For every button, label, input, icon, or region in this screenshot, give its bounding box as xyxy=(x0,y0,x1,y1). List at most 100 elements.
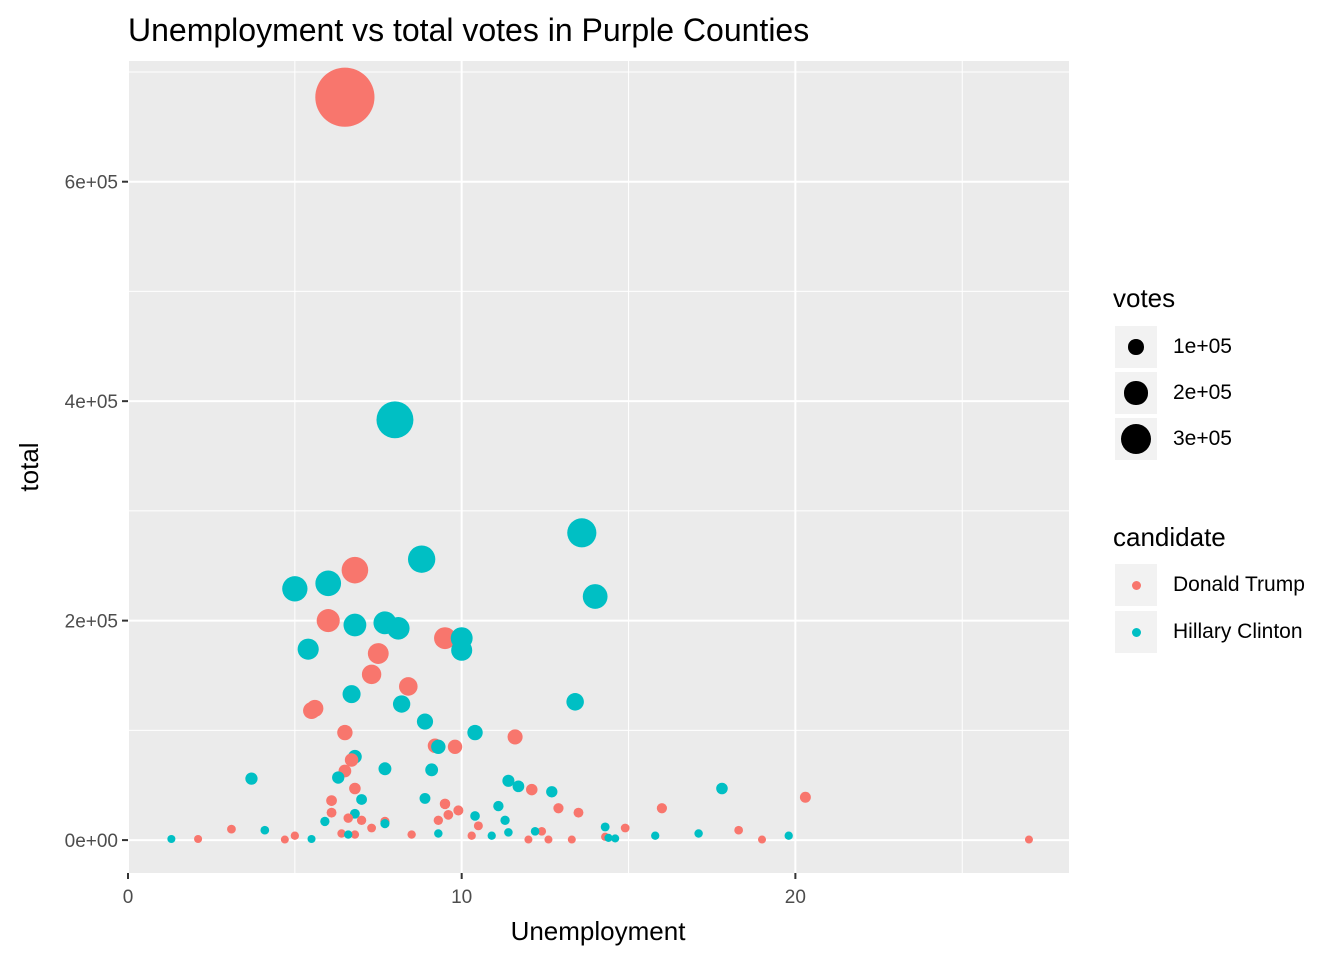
color-legend-title: candidate xyxy=(1113,522,1226,552)
data-point-donald-trump xyxy=(399,677,418,696)
data-point-donald-trump xyxy=(553,803,564,814)
data-point-donald-trump xyxy=(367,643,389,664)
data-point-donald-trump xyxy=(361,664,382,685)
data-point-hillary-clinton xyxy=(297,638,319,660)
data-point-donald-trump xyxy=(439,798,451,810)
x-axis-title: Unemployment xyxy=(511,916,687,946)
data-point-donald-trump xyxy=(341,556,369,584)
data-point-donald-trump xyxy=(537,827,547,836)
color-legend-dot xyxy=(1131,580,1141,590)
data-point-donald-trump xyxy=(326,807,337,818)
data-point-donald-trump xyxy=(447,739,463,755)
minor-gridlines xyxy=(128,61,1069,873)
data-point-hillary-clinton xyxy=(600,822,610,832)
data-point-donald-trump xyxy=(344,753,359,767)
data-point-donald-trump xyxy=(526,783,538,796)
data-point-hillary-clinton xyxy=(604,833,613,842)
data-point-hillary-clinton xyxy=(611,834,620,843)
x-tick-label: 0 xyxy=(123,887,134,908)
data-point-donald-trump xyxy=(443,809,454,820)
data-point-donald-trump xyxy=(407,830,416,839)
color-legend-key xyxy=(1115,564,1157,606)
data-point-hillary-clinton xyxy=(567,518,597,548)
y-tick-label: 6e+05 xyxy=(65,173,118,194)
data-point-donald-trump xyxy=(467,831,476,840)
data-point-donald-trump xyxy=(227,824,236,834)
data-point-donald-trump xyxy=(356,815,367,826)
y-axis-title: total xyxy=(14,442,44,491)
data-point-donald-trump xyxy=(337,724,353,741)
x-tick-label: 10 xyxy=(451,887,472,908)
data-point-hillary-clinton xyxy=(470,811,480,821)
data-point-hillary-clinton xyxy=(504,828,513,837)
data-point-hillary-clinton xyxy=(343,613,367,637)
data-point-hillary-clinton xyxy=(451,639,473,661)
data-point-hillary-clinton xyxy=(419,792,431,804)
data-point-donald-trump xyxy=(315,67,375,127)
x-tick-label: 20 xyxy=(785,887,806,908)
data-point-donald-trump xyxy=(453,805,464,816)
plot-panel xyxy=(128,61,1069,873)
data-point-hillary-clinton xyxy=(332,771,345,784)
data-point-hillary-clinton xyxy=(434,829,443,838)
color-legend-key xyxy=(1115,611,1157,653)
data-point-hillary-clinton xyxy=(344,830,353,839)
data-point-hillary-clinton xyxy=(386,617,410,640)
data-point-hillary-clinton xyxy=(651,831,660,840)
data-point-donald-trump xyxy=(734,825,743,835)
size-legend-label: 2e+05 xyxy=(1173,381,1232,404)
data-point-hillary-clinton xyxy=(342,685,361,704)
data-point-hillary-clinton xyxy=(467,724,483,741)
data-point-hillary-clinton xyxy=(245,772,258,785)
color-legend-label: Hillary Clinton xyxy=(1173,620,1303,643)
data-point-donald-trump xyxy=(349,782,361,795)
data-point-hillary-clinton xyxy=(425,763,439,777)
data-point-donald-trump xyxy=(434,627,456,650)
y-tick-label: 0e+00 xyxy=(65,831,118,852)
data-point-hillary-clinton xyxy=(493,800,504,812)
data-point-donald-trump xyxy=(367,823,377,833)
data-point-donald-trump xyxy=(524,835,533,844)
y-tick-label: 2e+05 xyxy=(65,612,118,633)
data-point-hillary-clinton xyxy=(566,693,584,711)
size-legend-key xyxy=(1115,326,1157,368)
data-point-hillary-clinton xyxy=(416,713,434,730)
data-point-hillary-clinton xyxy=(582,584,608,609)
data-point-hillary-clinton xyxy=(378,762,392,776)
data-point-hillary-clinton xyxy=(407,545,436,573)
data-point-donald-trump xyxy=(290,831,299,840)
data-point-hillary-clinton xyxy=(487,831,496,840)
data-point-donald-trump xyxy=(350,830,360,839)
data-points xyxy=(167,67,1033,844)
size-legend-label: 3e+05 xyxy=(1173,427,1232,450)
axes: 0 10 20 0e+00 2e+05 4e+05 6e+05 xyxy=(65,173,806,908)
data-point-donald-trump xyxy=(326,795,337,806)
data-point-hillary-clinton xyxy=(694,829,703,838)
data-point-hillary-clinton xyxy=(530,827,540,836)
data-point-donald-trump xyxy=(316,609,340,633)
color-legend-label: Donald Trump xyxy=(1173,573,1305,596)
data-point-donald-trump xyxy=(194,834,203,844)
data-point-donald-trump xyxy=(337,829,346,838)
data-point-hillary-clinton xyxy=(392,695,411,713)
data-point-hillary-clinton xyxy=(500,815,510,826)
data-point-donald-trump xyxy=(567,835,576,844)
data-point-donald-trump xyxy=(620,823,630,833)
data-point-donald-trump xyxy=(433,815,444,826)
data-point-hillary-clinton xyxy=(307,834,316,844)
data-point-donald-trump xyxy=(343,813,353,823)
size-legend-title: votes xyxy=(1113,283,1176,313)
data-point-hillary-clinton xyxy=(431,739,446,755)
data-point-hillary-clinton xyxy=(376,401,414,439)
data-point-hillary-clinton xyxy=(716,782,728,795)
size-legend-dot xyxy=(1124,381,1148,405)
chart-title: Unemployment vs total votes in Purple Co… xyxy=(128,12,810,48)
size-legend-key xyxy=(1115,372,1157,414)
size-legend-key xyxy=(1115,418,1157,460)
data-point-hillary-clinton xyxy=(546,786,558,798)
color-legend-dot xyxy=(1131,627,1141,637)
data-point-hillary-clinton xyxy=(282,576,308,602)
data-point-donald-trump xyxy=(573,807,584,818)
data-point-hillary-clinton xyxy=(320,816,330,827)
